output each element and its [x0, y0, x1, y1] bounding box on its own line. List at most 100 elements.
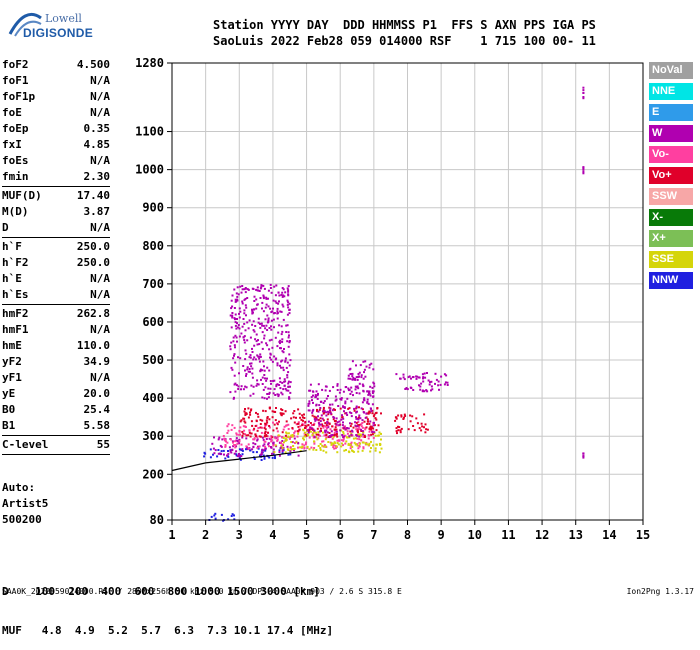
echo-point — [239, 285, 242, 288]
echo-point — [351, 429, 353, 432]
echo-point — [271, 346, 274, 349]
echo-point — [376, 407, 379, 409]
echo-point — [227, 423, 230, 426]
echo-point — [356, 425, 359, 428]
echo-point — [242, 417, 245, 420]
echo-point — [286, 374, 289, 377]
param-row: D N/A — [2, 220, 110, 236]
echo-point — [422, 380, 425, 383]
footer-info: SAA0K_2022059014000.RSF / 280fx256h 50 k… — [2, 587, 402, 596]
echo-point — [282, 366, 285, 369]
echo-point — [264, 377, 266, 380]
echo-point — [366, 390, 369, 393]
echo-point — [364, 416, 367, 419]
echo-point — [261, 301, 264, 304]
echo-point — [264, 449, 267, 452]
echo-point — [238, 429, 241, 432]
echo-point — [265, 296, 268, 299]
echo-point — [241, 436, 244, 439]
echo-point — [372, 395, 375, 398]
echo-point — [340, 429, 343, 432]
echo-point — [258, 435, 261, 438]
echo-point — [377, 434, 380, 437]
echo-point — [370, 426, 373, 429]
echo-point — [366, 390, 369, 393]
echo-point — [344, 412, 347, 415]
echo-point — [359, 434, 362, 437]
echo-point — [326, 418, 329, 421]
echo-point — [363, 371, 365, 374]
echo-point — [347, 374, 350, 377]
echo-point — [361, 401, 364, 404]
echo-point — [339, 398, 342, 400]
echo-point — [295, 416, 297, 419]
echo-point — [281, 443, 284, 446]
echo-point — [244, 369, 246, 372]
echo-point — [233, 307, 236, 309]
param-row: yE 20.0 — [2, 386, 110, 402]
echo-point — [340, 445, 343, 448]
echo-point — [380, 412, 382, 415]
echo-point — [334, 429, 337, 432]
echo-point — [351, 372, 354, 375]
echo-point — [350, 386, 353, 389]
echo-point — [372, 436, 375, 439]
echo-point — [335, 423, 338, 426]
echo-point — [272, 451, 275, 454]
echo-point — [361, 422, 364, 424]
lowell-digisonde-logo: Lowell DIGISONDE — [5, 4, 95, 44]
echo-point — [346, 432, 349, 435]
echo-point — [262, 295, 265, 298]
echo-point — [278, 377, 281, 380]
echo-point — [582, 167, 585, 170]
echo-point — [287, 290, 290, 293]
echo-point — [347, 442, 350, 445]
echo-point — [377, 434, 380, 437]
echo-point — [265, 423, 268, 426]
echo-point — [238, 372, 240, 375]
echo-point — [266, 329, 269, 331]
param-name: MUF(D) — [2, 189, 42, 202]
echo-point — [266, 435, 269, 438]
echo-point — [243, 420, 246, 423]
echo-point — [257, 415, 260, 418]
y-tick-label: 80 — [150, 513, 164, 527]
echo-point — [270, 439, 273, 442]
echo-point — [253, 308, 256, 311]
echo-point — [236, 318, 238, 320]
echo-point — [283, 378, 286, 381]
echo-point — [319, 447, 322, 449]
echo-point — [260, 453, 263, 456]
echo-point — [249, 449, 252, 452]
echo-point — [318, 422, 320, 425]
echo-point — [361, 430, 364, 433]
echo-point — [231, 312, 234, 314]
echo-point — [344, 428, 347, 431]
echo-point — [231, 294, 234, 297]
echo-point — [286, 313, 289, 316]
echo-point — [437, 384, 440, 387]
echo-point — [357, 418, 360, 421]
echo-point — [439, 383, 442, 386]
echo-point — [308, 389, 311, 392]
echo-point — [322, 412, 325, 415]
echo-point — [255, 411, 257, 414]
echo-point — [324, 429, 327, 432]
echo-point — [291, 435, 294, 438]
echo-point — [259, 322, 261, 325]
echo-point — [369, 394, 372, 397]
echo-point — [260, 431, 263, 434]
echo-point — [282, 449, 285, 452]
echo-point — [342, 439, 345, 442]
echo-point — [243, 312, 246, 315]
echo-point — [343, 406, 346, 409]
echo-point — [233, 354, 235, 357]
echo-point — [358, 375, 360, 378]
echo-point — [355, 405, 358, 408]
echo-point — [287, 432, 290, 435]
echo-point — [356, 429, 359, 432]
echo-point — [342, 427, 345, 430]
echo-point — [399, 377, 402, 380]
legend-item-vo-: Vo+ — [649, 167, 693, 184]
echo-point — [236, 286, 239, 289]
